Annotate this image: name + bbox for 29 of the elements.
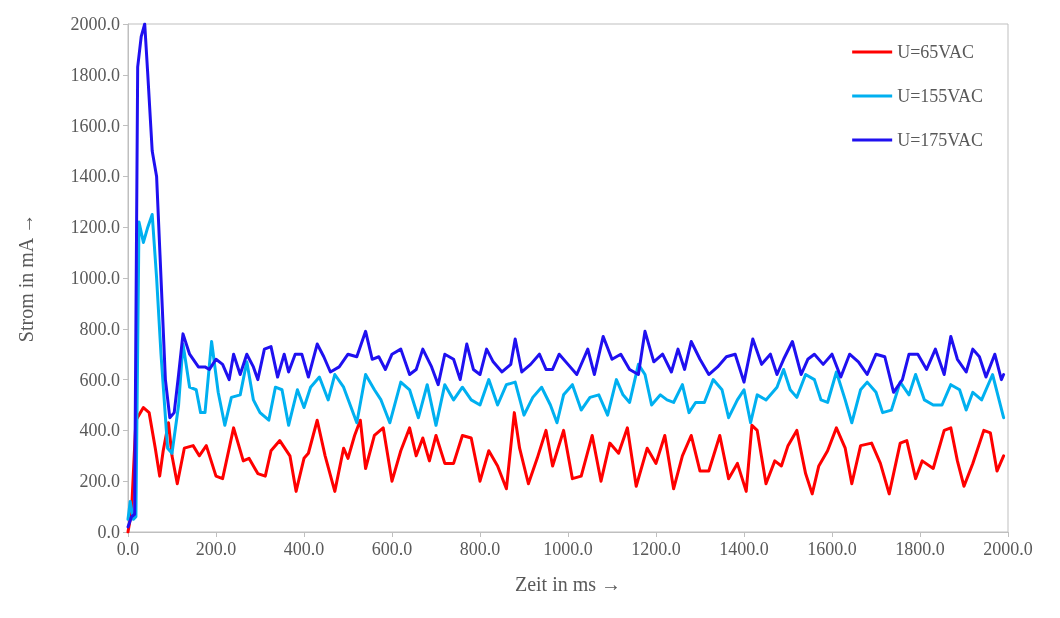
y-tick-label: 2000.0 — [70, 14, 120, 34]
line-series — [126, 22, 1006, 529]
y-tick-label: 1200.0 — [70, 217, 120, 238]
y-tick-label: 200.0 — [79, 471, 120, 492]
legend-label: U=65VAC — [897, 42, 975, 62]
legend-label: U=155VAC — [897, 86, 984, 106]
y-tick-label: 600.0 — [79, 369, 120, 390]
x-tick-label: 1000.0 — [543, 539, 593, 559]
line-series — [126, 213, 1006, 521]
y-tick-label: 800.0 — [79, 318, 120, 339]
y-axis-title: Strom in mA → — [15, 213, 37, 343]
x-axis-title: Zeit in ms → — [514, 573, 622, 595]
x-tick-label: 2000.0 — [983, 539, 1033, 559]
x-tick-label: 1200.0 — [631, 539, 681, 559]
y-tick-label: 1800.0 — [70, 64, 120, 85]
legend-label: U=175VAC — [897, 130, 984, 150]
y-tick-label: 400.0 — [79, 420, 120, 441]
y-tick-label: 0.0 — [97, 522, 120, 542]
x-tick-label: 600.0 — [371, 539, 413, 559]
x-tick-label: 400.0 — [283, 539, 325, 559]
x-tick-label: 1800.0 — [895, 539, 945, 559]
x-tick-label: 0.0 — [116, 539, 140, 559]
x-tick-label: 200.0 — [195, 539, 237, 559]
y-tick-label: 1000.0 — [70, 268, 120, 288]
x-tick-label: 1600.0 — [807, 539, 857, 559]
x-tick-label: 800.0 — [459, 539, 501, 559]
y-tick-label: 1400.0 — [70, 166, 120, 187]
y-tick-label: 1600.0 — [70, 115, 120, 136]
x-tick-label: 1400.0 — [719, 539, 769, 559]
